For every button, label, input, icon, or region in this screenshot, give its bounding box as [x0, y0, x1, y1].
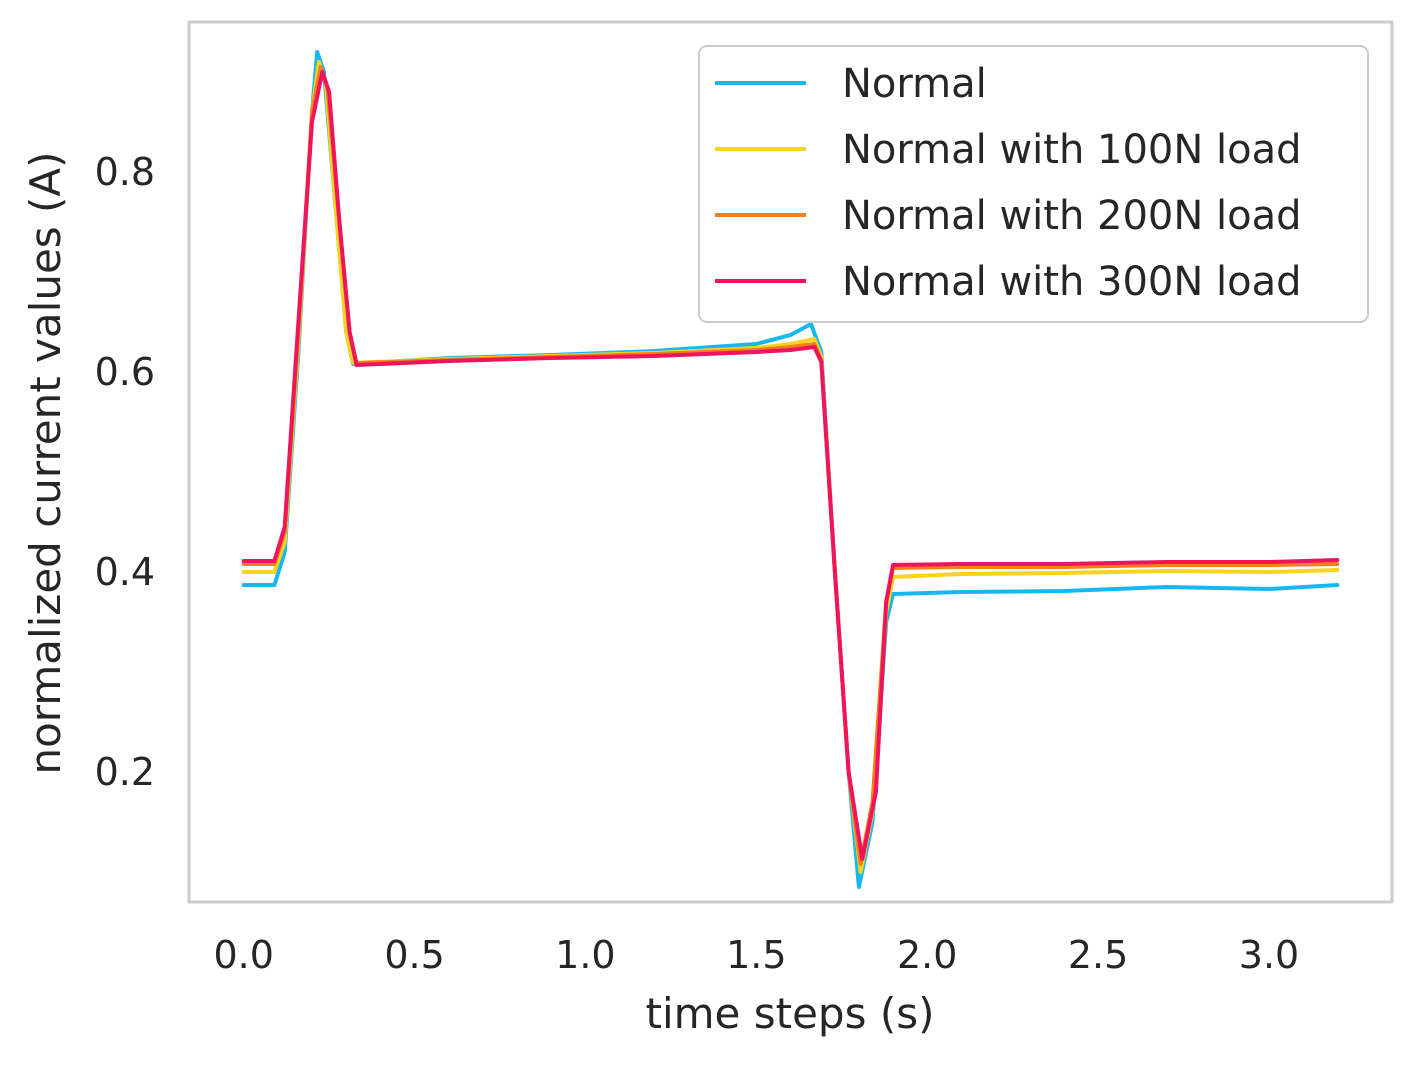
legend-box [698, 45, 1369, 323]
legend-label: Normal with 100N load [842, 127, 1302, 173]
y-axis-label: normalized current values (A) [21, 151, 70, 774]
y-tick-label: 0.2 [95, 750, 155, 794]
x-tick-label: 1.0 [555, 933, 615, 977]
x-ticks: 0.0 0.5 1.0 1.5 2.0 2.5 3.0 [213, 933, 1299, 977]
series-lines [241, 50, 1340, 889]
legend-label: Normal [842, 61, 987, 107]
series-line-3 [241, 65, 1340, 866]
x-tick-label: 0.5 [384, 933, 444, 977]
x-tick-label: 2.0 [897, 933, 957, 977]
x-tick-label: 2.5 [1068, 933, 1128, 977]
legend-label: Normal with 200N load [842, 193, 1302, 239]
x-tick-label: 0.0 [213, 933, 273, 977]
y-tick-label: 0.4 [95, 550, 155, 594]
legend: Normal Normal with 100N load Normal with 2… [698, 45, 1369, 323]
x-axis-label: time steps (s) [646, 989, 935, 1038]
y-tick-label: 0.6 [95, 350, 155, 394]
y-tick-label: 0.8 [95, 150, 155, 194]
x-tick-label: 1.5 [726, 933, 786, 977]
x-tick-label: 3.0 [1239, 933, 1299, 977]
y-ticks: 0.2 0.4 0.6 0.8 [95, 150, 155, 794]
series-line-4 [241, 70, 1340, 861]
legend-label: Normal with 300N load [842, 259, 1302, 305]
